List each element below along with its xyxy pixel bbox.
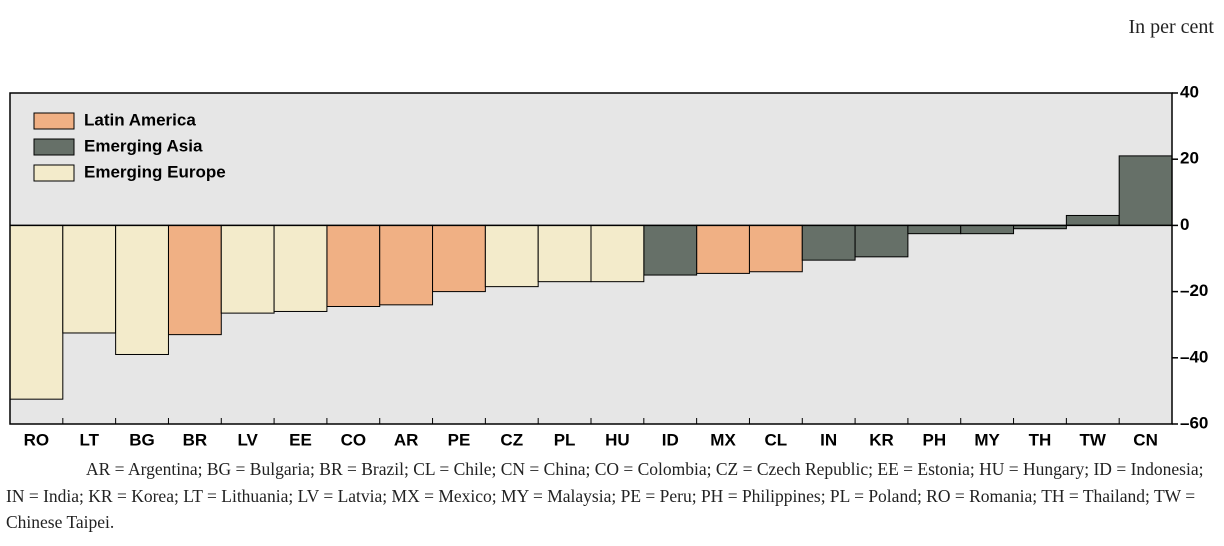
x-tick-label: CZ (500, 430, 523, 449)
bar (326, 224, 381, 307)
legend-swatch (33, 138, 75, 156)
x-tick-label: TH (1029, 430, 1052, 449)
chart: –60 –40 –20 0 20 40 Latin America Emerging Asia… (9, 82, 1208, 449)
y-tick-label: –40 (1180, 347, 1208, 366)
bar (115, 224, 169, 355)
legend-swatch (33, 164, 75, 182)
bar (9, 224, 64, 400)
x-tick-label: KR (869, 430, 894, 449)
x-tick-label: MY (974, 430, 1000, 449)
legend-label: Latin America (84, 110, 196, 129)
x-tick-label: CO (341, 430, 367, 449)
x-tick-label: CN (1133, 430, 1158, 449)
footnote: AR = Argentina; BG = Bulgaria; BR = Braz… (6, 459, 1204, 532)
bar (748, 224, 803, 273)
y-tick-label: 40 (1180, 82, 1199, 101)
bar (537, 224, 592, 283)
bar (590, 224, 645, 283)
x-tick-label: ID (662, 430, 679, 449)
bar (801, 224, 856, 261)
x-tick-label: PL (554, 430, 576, 449)
y-tick-label: 20 (1180, 149, 1199, 168)
x-tick-label: HU (605, 430, 630, 449)
bar (432, 224, 486, 293)
legend-swatch (33, 112, 75, 130)
x-tick-label: LV (237, 430, 258, 449)
x-tick-label: PE (448, 430, 471, 449)
bar (220, 224, 275, 314)
x-tick-label: CL (765, 430, 788, 449)
x-tick-label: BG (129, 430, 155, 449)
plot-border (9, 92, 1173, 425)
bar (1065, 214, 1120, 226)
bar (643, 224, 698, 276)
bar (960, 224, 1015, 235)
bar (1118, 155, 1173, 226)
unit-label: In per cent (1128, 16, 1214, 38)
y-tick-label: –20 (1180, 281, 1208, 300)
bar (484, 224, 539, 288)
x-tick-label: EE (289, 430, 312, 449)
bar (273, 224, 328, 312)
x-tick-label: PH (923, 430, 947, 449)
bar (696, 224, 750, 274)
x-tick-label: TW (1080, 430, 1107, 449)
legend-label: Emerging Asia (84, 136, 203, 155)
x-tick-label: IN (820, 430, 837, 449)
x-tick-label: MX (710, 430, 736, 449)
x-tick-label: AR (394, 430, 419, 449)
y-tick-label: 0 (1180, 215, 1189, 234)
x-tick-label: BR (183, 430, 208, 449)
bar (907, 224, 962, 235)
bar (854, 224, 909, 258)
bar (167, 224, 222, 336)
x-tick-label: LT (79, 430, 99, 449)
y-tick-label: –60 (1180, 413, 1208, 432)
x-tick-label: RO (24, 430, 50, 449)
bar (379, 224, 434, 306)
legend-label: Emerging Europe (84, 162, 226, 181)
bar (62, 224, 117, 334)
